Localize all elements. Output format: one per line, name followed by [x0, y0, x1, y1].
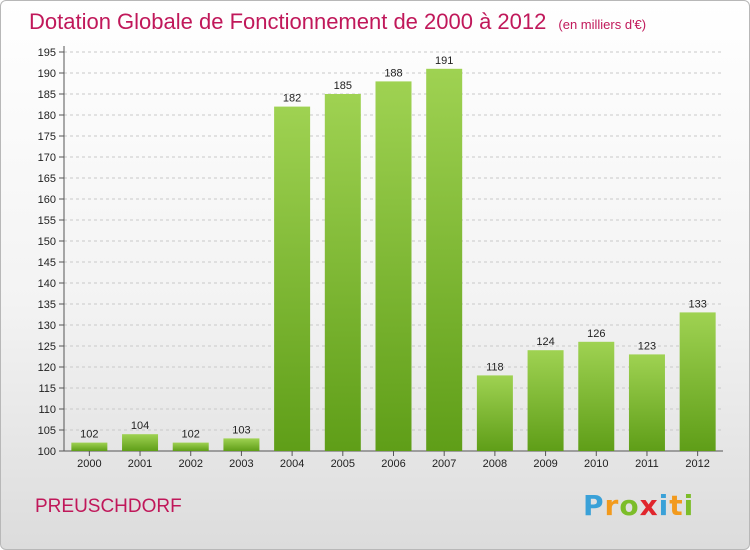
bar	[274, 106, 311, 451]
data-label: 133	[688, 298, 706, 310]
x-tick-label: 2008	[483, 458, 507, 470]
x-tick-label: 2006	[381, 458, 405, 470]
y-tick-label: 130	[38, 320, 56, 332]
bar	[578, 341, 615, 451]
data-label: 126	[587, 328, 605, 340]
y-tick-label: 105	[38, 425, 56, 437]
y-tick-label: 190	[38, 68, 56, 80]
x-tick-label: 2011	[635, 458, 659, 470]
y-tick-label: 170	[38, 152, 56, 164]
data-label: 103	[232, 424, 250, 436]
data-label: 182	[283, 93, 301, 105]
y-tick-label: 155	[38, 215, 56, 227]
y-tick-label: 115	[38, 383, 56, 395]
data-label: 185	[334, 80, 352, 92]
location-name: PREUSCHDORF	[35, 496, 182, 517]
y-tick-label: 120	[38, 362, 56, 374]
x-tick-label: 2002	[178, 458, 202, 470]
y-tick-label: 180	[38, 110, 56, 122]
y-tick-label: 160	[38, 194, 56, 206]
bar	[122, 434, 159, 451]
data-label: 124	[536, 336, 554, 348]
data-label: 188	[384, 67, 402, 79]
x-tick-label: 2010	[584, 458, 608, 470]
x-tick-label: 2003	[229, 458, 253, 470]
bar	[375, 81, 412, 452]
x-tick-label: 2001	[128, 458, 152, 470]
bar	[223, 438, 260, 451]
y-tick-label: 140	[38, 278, 56, 290]
y-tick-label: 175	[38, 131, 56, 143]
data-label: 102	[182, 429, 200, 441]
y-tick-label: 100	[38, 446, 56, 458]
data-label: 102	[80, 429, 98, 441]
data-label: 104	[131, 420, 149, 432]
bar	[628, 354, 665, 451]
data-label: 118	[486, 361, 504, 373]
y-tick-label: 110	[38, 404, 56, 416]
x-tick-label: 2012	[685, 458, 709, 470]
y-tick-label: 185	[38, 89, 56, 101]
bar	[426, 68, 463, 452]
bar	[527, 350, 564, 451]
x-tick-label: 2004	[280, 458, 304, 470]
y-tick-label: 165	[38, 173, 56, 185]
chart-title-text: Dotation Globale de Fonctionnement de 20…	[29, 9, 547, 34]
bar	[324, 94, 361, 451]
proxiti-logo: Proxiti	[583, 489, 695, 522]
unit-note: (en milliers d'€)	[558, 17, 647, 32]
x-tick-label: 2007	[432, 458, 456, 470]
bar	[476, 375, 513, 451]
y-tick-label: 135	[38, 299, 56, 311]
y-tick-label: 195	[38, 47, 56, 59]
chart-title: Dotation Globale de Fonctionnement de 20…	[29, 9, 646, 35]
x-tick-label: 2009	[533, 458, 557, 470]
bar	[172, 442, 209, 451]
bar	[71, 442, 108, 451]
y-tick-label: 125	[38, 341, 56, 353]
x-tick-label: 2000	[77, 458, 101, 470]
y-tick-label: 150	[38, 236, 56, 248]
bar	[679, 312, 716, 451]
data-label: 123	[638, 340, 656, 352]
data-label: 191	[435, 55, 453, 67]
y-tick-label: 145	[38, 257, 56, 269]
x-tick-label: 2005	[331, 458, 355, 470]
